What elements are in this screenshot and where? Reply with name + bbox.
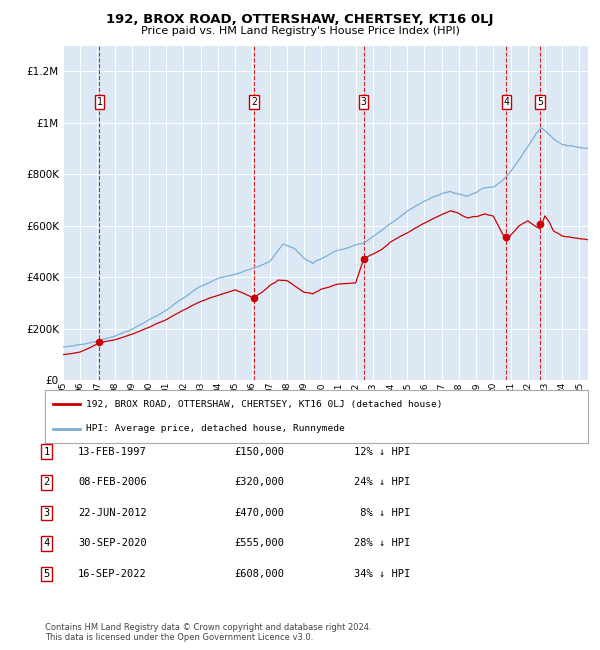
Text: £470,000: £470,000 [234,508,284,518]
Text: 5: 5 [537,97,543,107]
Text: 34% ↓ HPI: 34% ↓ HPI [354,569,410,579]
Text: £320,000: £320,000 [234,477,284,488]
Text: 2: 2 [251,97,257,107]
Text: 192, BROX ROAD, OTTERSHAW, CHERTSEY, KT16 0LJ (detached house): 192, BROX ROAD, OTTERSHAW, CHERTSEY, KT1… [86,400,442,409]
Text: 16-SEP-2022: 16-SEP-2022 [78,569,147,579]
Text: 4: 4 [503,97,509,107]
Text: £150,000: £150,000 [234,447,284,457]
Text: 3: 3 [44,508,50,518]
Text: 28% ↓ HPI: 28% ↓ HPI [354,538,410,549]
Text: 22-JUN-2012: 22-JUN-2012 [78,508,147,518]
Text: Contains HM Land Registry data © Crown copyright and database right 2024.
This d: Contains HM Land Registry data © Crown c… [45,623,371,642]
Text: 1: 1 [44,447,50,457]
Text: 1: 1 [97,97,103,107]
Text: £555,000: £555,000 [234,538,284,549]
Text: 12% ↓ HPI: 12% ↓ HPI [354,447,410,457]
Text: £608,000: £608,000 [234,569,284,579]
Text: 192, BROX ROAD, OTTERSHAW, CHERTSEY, KT16 0LJ: 192, BROX ROAD, OTTERSHAW, CHERTSEY, KT1… [106,13,494,26]
Text: 2: 2 [44,477,50,488]
Text: Price paid vs. HM Land Registry's House Price Index (HPI): Price paid vs. HM Land Registry's House … [140,26,460,36]
Text: 4: 4 [44,538,50,549]
Text: 24% ↓ HPI: 24% ↓ HPI [354,477,410,488]
Text: 3: 3 [361,97,367,107]
Text: 5: 5 [44,569,50,579]
Text: HPI: Average price, detached house, Runnymede: HPI: Average price, detached house, Runn… [86,424,344,434]
Text: 08-FEB-2006: 08-FEB-2006 [78,477,147,488]
Text: 30-SEP-2020: 30-SEP-2020 [78,538,147,549]
Text: 8% ↓ HPI: 8% ↓ HPI [354,508,410,518]
Text: 13-FEB-1997: 13-FEB-1997 [78,447,147,457]
